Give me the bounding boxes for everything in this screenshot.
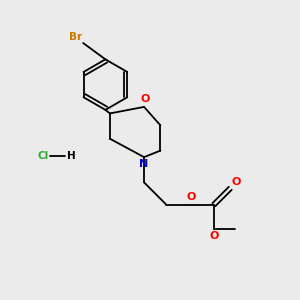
Text: O: O bbox=[187, 192, 196, 202]
Text: Br: Br bbox=[68, 32, 82, 41]
Text: Cl: Cl bbox=[38, 151, 49, 161]
Text: O: O bbox=[209, 231, 219, 242]
Text: O: O bbox=[141, 94, 150, 104]
Text: O: O bbox=[232, 177, 241, 187]
Text: H: H bbox=[67, 151, 76, 161]
Text: N: N bbox=[140, 159, 149, 169]
